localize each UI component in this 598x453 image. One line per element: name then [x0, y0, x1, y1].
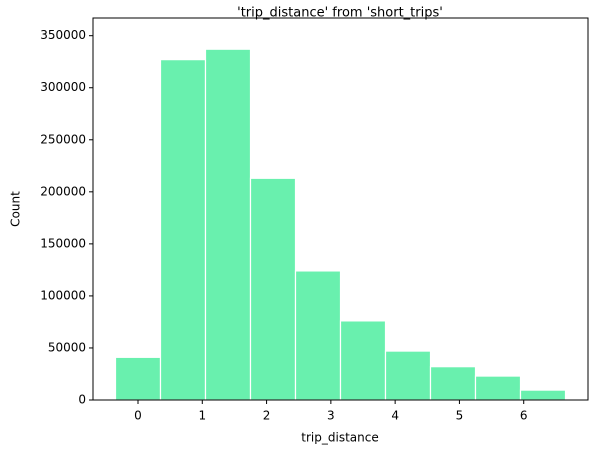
- bar: [249, 177, 297, 401]
- x-tick-label: 2: [263, 409, 271, 423]
- y-tick-label: 350000: [40, 28, 86, 42]
- y-tick-label: 100000: [40, 288, 86, 302]
- bar: [474, 375, 522, 401]
- y-tick-label: 50000: [48, 340, 86, 354]
- x-axis-label: trip_distance: [301, 431, 378, 445]
- x-tick-label: 1: [198, 409, 206, 423]
- bar: [204, 48, 252, 401]
- bar: [384, 350, 432, 401]
- bar: [339, 320, 387, 401]
- bar: [114, 356, 162, 401]
- y-tick-label: 200000: [40, 184, 86, 198]
- axes-frame: [92, 17, 589, 401]
- bar: [294, 270, 342, 401]
- x-tick-label: 6: [520, 409, 528, 423]
- chart-title: 'trip_distance' from 'short_trips': [237, 6, 443, 21]
- bar: [519, 389, 567, 401]
- y-tick-label: 0: [78, 393, 86, 407]
- y-tick-label: 250000: [40, 132, 86, 146]
- y-tick-label: 150000: [40, 236, 86, 250]
- plot: [114, 48, 567, 401]
- x-tick-label: 4: [391, 409, 399, 423]
- y-axis-label: Count: [9, 191, 23, 227]
- x-tick-label: 3: [327, 409, 335, 423]
- bar: [429, 366, 477, 401]
- y-tick-label: 300000: [40, 80, 86, 94]
- bar: [159, 59, 207, 401]
- x-tick-label: 0: [134, 409, 142, 423]
- x-tick-label: 5: [456, 409, 464, 423]
